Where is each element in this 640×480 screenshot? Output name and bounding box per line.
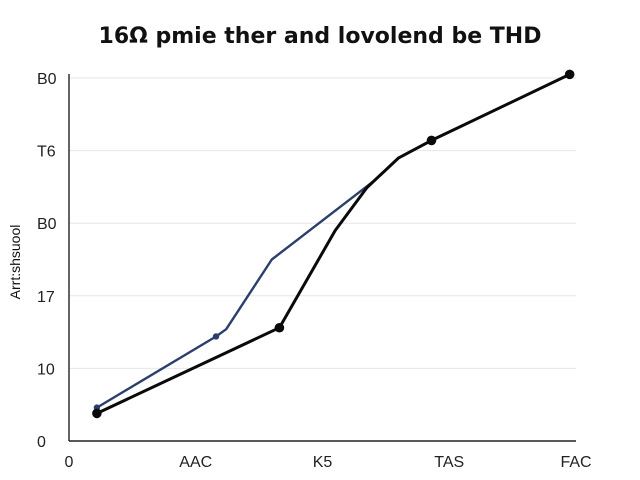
chart-title: 16Ω pmie ther and lovolend be THD bbox=[99, 24, 542, 49]
y-tick-label: 17 bbox=[37, 289, 55, 306]
y-tick-label: 10 bbox=[37, 361, 55, 378]
data-point bbox=[92, 408, 102, 419]
y-tick-labels: 0 10 17 B0 T6 B0 bbox=[37, 71, 57, 451]
y-axis-label: Arrt:shsuool bbox=[7, 225, 23, 300]
series-1 bbox=[93, 178, 377, 411]
series-layer bbox=[92, 69, 575, 419]
y-tick-label: B0 bbox=[37, 216, 57, 233]
y-tick-label: B0 bbox=[37, 71, 57, 88]
data-point bbox=[212, 333, 220, 340]
y-tick-label: T6 bbox=[37, 144, 56, 161]
x-tick-labels: 0 AAC K5 TAS FAC bbox=[65, 454, 592, 471]
series-2 bbox=[92, 69, 575, 419]
x-tick-label: 0 bbox=[65, 454, 74, 471]
x-tick-label: K5 bbox=[313, 454, 333, 471]
data-point bbox=[564, 69, 575, 80]
data-point bbox=[274, 322, 285, 333]
axes bbox=[68, 74, 576, 442]
grid-lines bbox=[69, 77, 576, 369]
series-line bbox=[95, 178, 377, 409]
x-tick-label: AAC bbox=[179, 454, 212, 471]
series-line bbox=[95, 72, 572, 415]
data-point bbox=[426, 135, 437, 146]
x-tick-label: FAC bbox=[560, 454, 591, 471]
x-tick-label: TAS bbox=[434, 454, 464, 471]
y-tick-label: 0 bbox=[37, 434, 46, 451]
